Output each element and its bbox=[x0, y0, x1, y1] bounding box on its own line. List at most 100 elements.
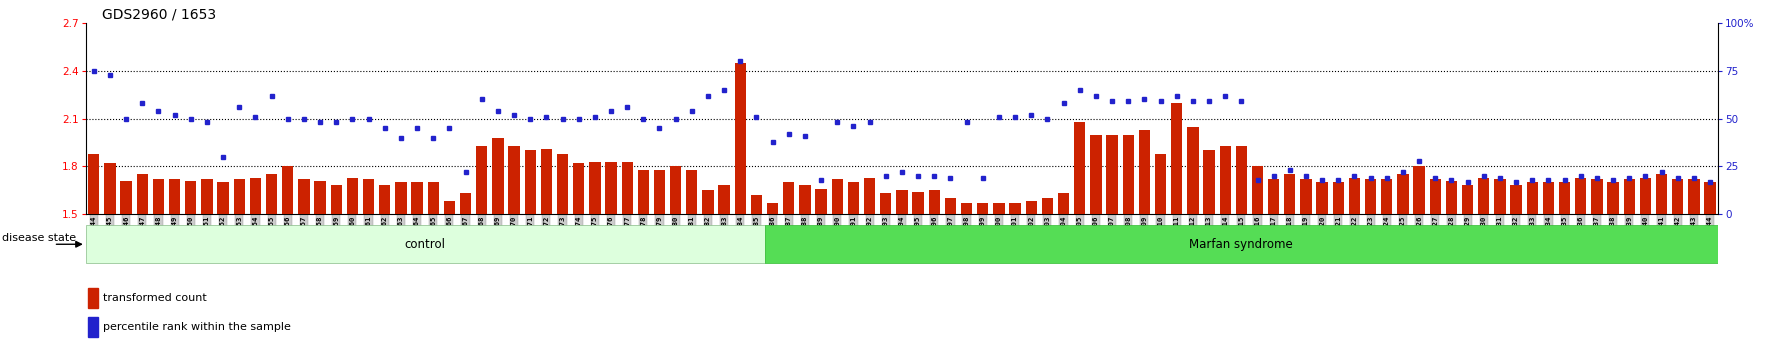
Bar bbox=[880, 193, 891, 214]
Bar bbox=[1156, 154, 1166, 214]
Bar bbox=[913, 192, 923, 214]
Bar bbox=[266, 175, 277, 214]
Bar bbox=[443, 201, 455, 214]
Bar bbox=[1009, 203, 1022, 214]
Bar bbox=[1139, 130, 1150, 214]
Bar bbox=[1332, 182, 1345, 214]
Bar bbox=[1447, 181, 1457, 214]
Bar bbox=[1559, 182, 1570, 214]
Bar bbox=[298, 179, 309, 214]
Bar bbox=[1463, 185, 1473, 214]
Bar bbox=[1057, 193, 1070, 214]
Bar bbox=[686, 170, 698, 214]
Bar bbox=[202, 179, 213, 214]
Bar bbox=[186, 181, 196, 214]
Bar bbox=[605, 161, 616, 214]
Bar bbox=[1672, 179, 1684, 214]
Bar bbox=[525, 150, 536, 214]
Bar bbox=[1236, 146, 1247, 214]
Bar bbox=[477, 146, 488, 214]
Bar bbox=[509, 146, 520, 214]
Bar bbox=[459, 193, 472, 214]
Bar bbox=[622, 161, 632, 214]
Bar bbox=[848, 182, 859, 214]
Bar bbox=[379, 185, 391, 214]
Bar bbox=[282, 166, 293, 214]
Bar bbox=[88, 154, 100, 214]
Bar bbox=[654, 170, 664, 214]
Bar bbox=[1479, 178, 1490, 214]
Bar bbox=[734, 63, 747, 214]
Bar bbox=[1640, 178, 1650, 214]
Bar bbox=[1268, 179, 1279, 214]
Bar bbox=[1527, 182, 1538, 214]
Bar bbox=[670, 166, 680, 214]
Bar bbox=[1025, 201, 1038, 214]
Bar bbox=[1172, 103, 1182, 214]
Bar bbox=[1123, 135, 1134, 214]
Bar bbox=[218, 182, 229, 214]
Bar bbox=[363, 179, 375, 214]
Bar bbox=[589, 161, 600, 214]
Bar bbox=[1575, 178, 1586, 214]
Bar bbox=[154, 179, 164, 214]
Bar bbox=[1413, 166, 1425, 214]
Text: transformed count: transformed count bbox=[104, 293, 207, 303]
Bar bbox=[1252, 166, 1263, 214]
Text: GDS2960 / 1653: GDS2960 / 1653 bbox=[102, 8, 216, 22]
Bar bbox=[541, 149, 552, 214]
Bar bbox=[138, 175, 148, 214]
Bar bbox=[766, 203, 779, 214]
Bar bbox=[250, 178, 261, 214]
Bar bbox=[800, 185, 811, 214]
Bar bbox=[170, 179, 180, 214]
Bar bbox=[1204, 150, 1214, 214]
Bar bbox=[832, 179, 843, 214]
Bar bbox=[1429, 179, 1441, 214]
Bar bbox=[1365, 179, 1377, 214]
Bar bbox=[1511, 185, 1522, 214]
Bar bbox=[782, 182, 795, 214]
Bar bbox=[1089, 135, 1102, 214]
Bar bbox=[945, 198, 956, 214]
Bar bbox=[702, 190, 714, 214]
Text: percentile rank within the sample: percentile rank within the sample bbox=[104, 322, 291, 332]
Bar bbox=[816, 189, 827, 214]
Text: Marfan syndrome: Marfan syndrome bbox=[1189, 238, 1293, 251]
Bar bbox=[638, 170, 648, 214]
Bar bbox=[1397, 175, 1409, 214]
Bar bbox=[104, 163, 116, 214]
Bar bbox=[330, 185, 341, 214]
Text: control: control bbox=[405, 238, 446, 251]
Bar bbox=[1495, 179, 1506, 214]
Bar bbox=[929, 190, 939, 214]
Bar bbox=[395, 182, 407, 214]
Bar bbox=[1300, 179, 1311, 214]
Bar bbox=[573, 163, 584, 214]
Bar bbox=[1073, 122, 1086, 214]
Bar bbox=[427, 182, 439, 214]
Bar bbox=[1188, 127, 1198, 214]
Bar bbox=[1220, 146, 1231, 214]
Bar bbox=[346, 178, 357, 214]
Bar bbox=[1543, 182, 1554, 214]
Bar bbox=[88, 316, 98, 337]
Bar bbox=[1704, 182, 1716, 214]
Bar bbox=[897, 190, 907, 214]
Bar bbox=[88, 288, 98, 308]
Bar bbox=[557, 154, 568, 214]
Bar bbox=[1316, 182, 1327, 214]
Bar bbox=[750, 195, 763, 214]
Text: disease state: disease state bbox=[2, 233, 77, 243]
Bar bbox=[1623, 179, 1634, 214]
Bar bbox=[1041, 198, 1054, 214]
Bar bbox=[1688, 179, 1700, 214]
Bar bbox=[314, 181, 325, 214]
Bar bbox=[493, 138, 504, 214]
Bar bbox=[1656, 175, 1666, 214]
Bar bbox=[1591, 179, 1602, 214]
Bar bbox=[411, 182, 423, 214]
Bar bbox=[1106, 135, 1118, 214]
Bar bbox=[961, 203, 972, 214]
FancyBboxPatch shape bbox=[86, 225, 764, 263]
